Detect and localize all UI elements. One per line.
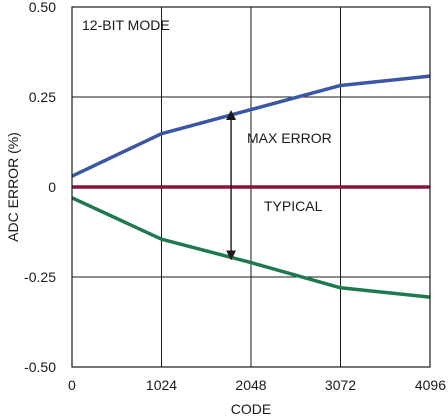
plot-frame bbox=[71, 6, 431, 368]
series-line-max-negative bbox=[71, 196, 431, 299]
series-lines bbox=[71, 74, 431, 299]
x-tick-label-1: 1024 bbox=[146, 377, 177, 393]
x-tick-label-4: 4096 bbox=[415, 377, 446, 393]
y-tick-label-3: -0.25 bbox=[24, 269, 56, 285]
y-tick-label-0: 0.50 bbox=[29, 0, 56, 15]
x-tick-label-2: 2048 bbox=[235, 377, 266, 393]
x-axis-label: CODE bbox=[231, 401, 271, 417]
max-error-label: MAX ERROR bbox=[247, 130, 332, 146]
typical-label: TYPICAL bbox=[264, 198, 323, 214]
y-tick-label-4: -0.50 bbox=[24, 359, 56, 375]
series-line-max-positive bbox=[71, 74, 431, 178]
y-axis-label: ADC ERROR (%) bbox=[5, 132, 21, 242]
x-tick-label-0: 0 bbox=[68, 377, 76, 393]
y-tick-label-2: 0 bbox=[48, 179, 56, 195]
tick-labels: 0 1024 2048 3072 4096 0.50 0.25 0 -0.25 -0.50 bbox=[24, 0, 446, 393]
y-tick-label-1: 0.25 bbox=[29, 89, 56, 105]
mode-annotation: 12-BIT MODE bbox=[82, 17, 170, 33]
x-tick-label-3: 3072 bbox=[325, 377, 356, 393]
